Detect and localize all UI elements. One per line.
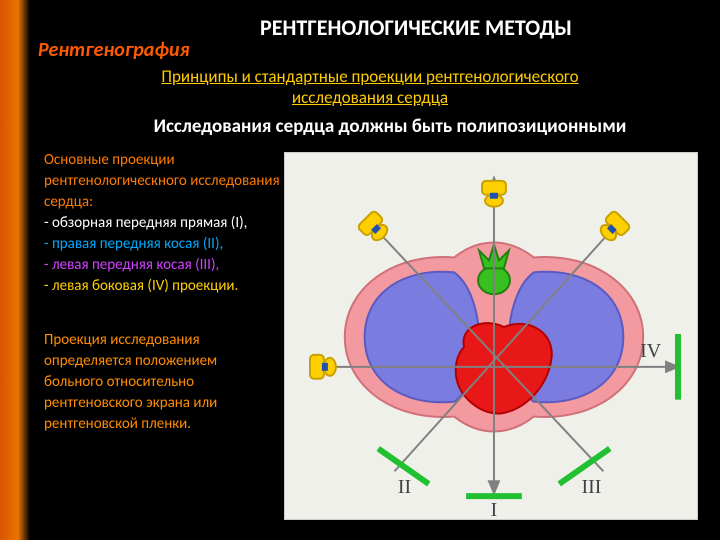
projection-note: Проекция исследования определяется полож… (44, 330, 264, 435)
label-III: III (582, 476, 602, 498)
projection-item-3: - левая передняя косая (III), (44, 255, 304, 276)
projection-item-1: - обзорная передняя прямая (I), (44, 213, 304, 234)
heart-projections-diagram: I II III IV (284, 152, 698, 520)
subtitle: Рентгенография (38, 38, 190, 62)
page-title: РЕНТГЕНОЛОГИЧЕСКИЕ МЕТОДЫ (260, 14, 572, 41)
xray-tube-left (310, 355, 336, 379)
screen-IV (675, 334, 681, 400)
accent-bar (0, 0, 30, 540)
projections-list: Основные проекции рентгенологическного и… (44, 150, 304, 297)
label-IV: IV (640, 340, 662, 362)
label-I: I (491, 499, 498, 519)
projection-item-2: - правая передняя косая (II), (44, 234, 304, 255)
emphasis-line: Исследования сердца должны быть полипози… (80, 115, 700, 138)
principles-heading: Принципы и стандартные проекции рентгено… (150, 66, 590, 109)
xray-tube-top (482, 181, 506, 207)
diagram-svg: I II III IV (285, 153, 697, 519)
projections-intro: Основные проекции рентгенологическного и… (44, 150, 304, 213)
xray-tube-upper-right (596, 210, 631, 245)
projection-item-4: - левая боковая (IV) проекции. (44, 276, 304, 297)
label-II: II (398, 476, 411, 498)
